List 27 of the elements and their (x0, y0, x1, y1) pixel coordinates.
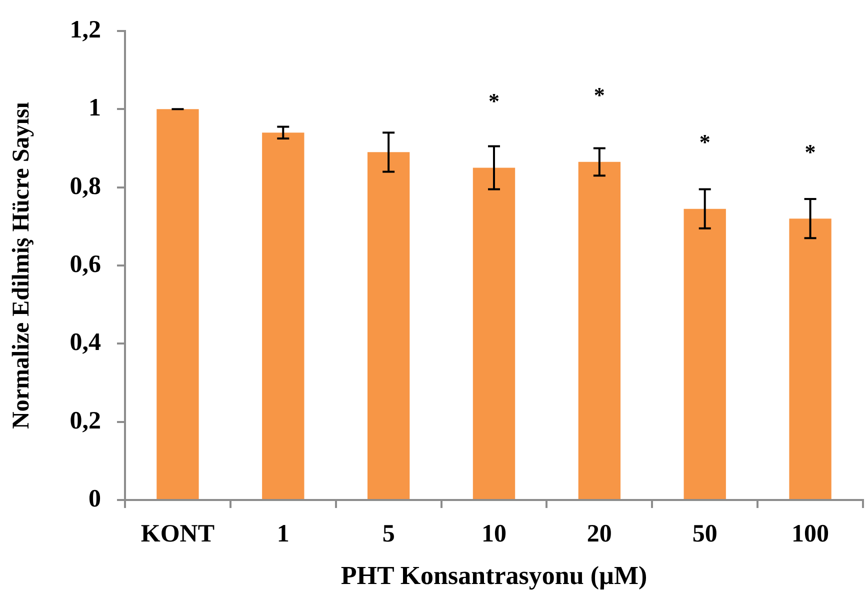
bar (472, 168, 516, 499)
x-axis-title: PHT Konsantrasyonu (µM) (340, 561, 648, 590)
y-tick-label: 0,2 (70, 407, 101, 434)
y-axis-title: Normalize Edilmiş Hücre Sayısı (8, 102, 35, 429)
bar (262, 132, 304, 499)
y-tick-label: 1 (88, 94, 101, 122)
x-tick-label: 20 (586, 520, 612, 548)
bar (578, 162, 621, 499)
data-label: * (699, 130, 710, 155)
y-tick-label: 0,6 (70, 250, 101, 278)
data-label: * (488, 88, 500, 114)
bar (789, 218, 832, 499)
x-tick-label: 5 (382, 520, 395, 548)
data-label: * (804, 139, 816, 164)
bar (684, 208, 726, 499)
x-tick-label: 10 (482, 520, 506, 548)
x-tick-label: 50 (692, 520, 718, 548)
y-tick-label: 0,8 (70, 172, 101, 200)
y-tick-label: 0 (88, 485, 101, 512)
x-tick-label: 1 (276, 520, 290, 548)
x-tick-label: 100 (792, 520, 830, 548)
x-tick-label: KONT (140, 520, 215, 548)
y-tick-label: 1,2 (70, 16, 101, 44)
y-tick-label: 0,4 (70, 329, 102, 356)
data-label: * (594, 82, 605, 108)
bar (156, 109, 199, 499)
bar (367, 152, 410, 499)
